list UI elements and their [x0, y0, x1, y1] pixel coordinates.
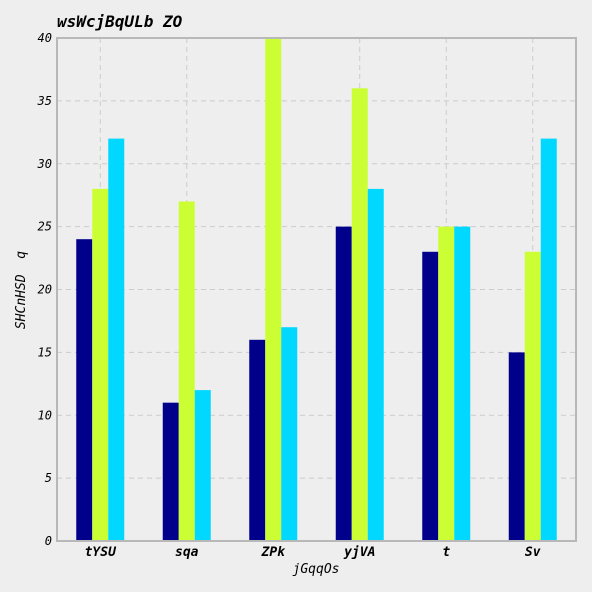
y-tick-label: 15	[38, 345, 52, 359]
bar-sqa-series-1	[162, 402, 179, 541]
bar-Sv-series-3	[540, 138, 557, 541]
bar-ZPk-series-1	[249, 339, 266, 541]
bar-ZPk-series-2	[265, 38, 282, 541]
x-tick-label: tYSU	[85, 545, 117, 560]
x-tick-label: yjVA	[343, 545, 375, 560]
bar-yjVA-series-2	[351, 88, 368, 542]
x-axis-label: jGqqOs	[293, 562, 340, 577]
bar-tYSU-series-1	[76, 239, 93, 541]
x-tick-label: t	[442, 545, 450, 560]
bar-t-series-3	[454, 226, 471, 541]
bar-tYSU-series-2	[92, 188, 109, 541]
bar-ZPk-series-3	[281, 327, 298, 541]
chart-title: wsWcjBqULb ZO	[57, 12, 183, 31]
bar-sqa-series-2	[178, 201, 195, 541]
bar-Sv-series-1	[508, 352, 525, 541]
x-tick-label: ZPk	[261, 545, 287, 560]
bar-t-series-2	[438, 226, 455, 541]
bar-tYSU-series-3	[108, 138, 125, 541]
y-tick-label: 35	[37, 94, 52, 108]
plot-frame	[56, 37, 577, 542]
y-tick-label: 10	[38, 408, 52, 422]
y-tick-label: 20	[38, 283, 52, 297]
y-tick-label: 40	[38, 31, 52, 45]
bar-Sv-series-2	[524, 251, 541, 541]
y-tick-label: 30	[37, 157, 52, 171]
x-tick-label: sqa	[175, 545, 199, 560]
y-tick-label: 5	[45, 471, 52, 485]
bar-sqa-series-3	[194, 390, 211, 541]
bar-t-series-1	[422, 251, 439, 541]
y-tick-label: 25	[38, 220, 52, 234]
x-axis-ticks: tYSU sqa ZPk yjVA t Sv	[85, 545, 541, 560]
bars	[76, 38, 557, 542]
y-axis-ticks: 0 5 10 15 20 25 30 35 40	[37, 31, 52, 548]
y-axis-label: SHCnHSD q	[14, 251, 29, 329]
x-tick-label: Sv	[525, 545, 541, 560]
y-tick-label: 0	[45, 534, 52, 548]
bar-yjVA-series-1	[335, 226, 352, 541]
bar-yjVA-series-3	[367, 188, 384, 541]
